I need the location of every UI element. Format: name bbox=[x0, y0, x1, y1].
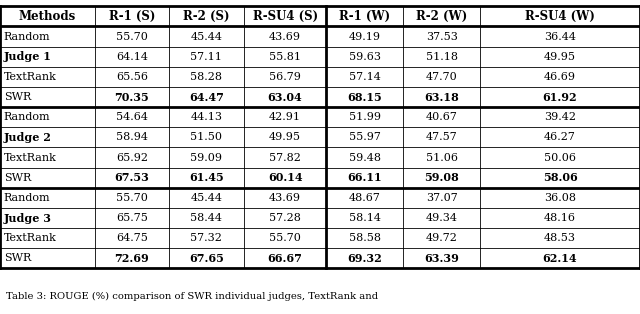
Text: 64.75: 64.75 bbox=[116, 233, 148, 243]
Text: Random: Random bbox=[4, 112, 51, 122]
Text: 67.53: 67.53 bbox=[115, 172, 149, 183]
Text: Methods: Methods bbox=[19, 10, 76, 23]
Text: 65.92: 65.92 bbox=[116, 153, 148, 163]
Text: 48.67: 48.67 bbox=[349, 193, 381, 203]
Text: 55.81: 55.81 bbox=[269, 52, 301, 62]
Text: 58.44: 58.44 bbox=[191, 213, 223, 223]
Text: 57.14: 57.14 bbox=[349, 72, 381, 82]
Text: 59.63: 59.63 bbox=[349, 52, 381, 62]
Text: 63.04: 63.04 bbox=[268, 92, 303, 103]
Text: 72.69: 72.69 bbox=[115, 253, 149, 264]
Text: 55.97: 55.97 bbox=[349, 133, 381, 142]
Text: 40.67: 40.67 bbox=[426, 112, 458, 122]
Text: R-2 (W): R-2 (W) bbox=[416, 10, 467, 23]
Text: 51.50: 51.50 bbox=[191, 133, 223, 142]
Text: 49.34: 49.34 bbox=[426, 213, 458, 223]
Text: 65.75: 65.75 bbox=[116, 213, 148, 223]
Text: TextRank: TextRank bbox=[4, 153, 57, 163]
Text: 43.69: 43.69 bbox=[269, 193, 301, 203]
Text: Random: Random bbox=[4, 193, 51, 203]
Text: 58.28: 58.28 bbox=[191, 72, 223, 82]
Text: 60.14: 60.14 bbox=[268, 172, 303, 183]
Text: 58.58: 58.58 bbox=[349, 233, 381, 243]
Text: 59.08: 59.08 bbox=[424, 172, 459, 183]
Text: 57.11: 57.11 bbox=[191, 52, 222, 62]
Text: 61.92: 61.92 bbox=[543, 92, 577, 103]
Text: 70.35: 70.35 bbox=[115, 92, 149, 103]
Text: 61.45: 61.45 bbox=[189, 172, 224, 183]
Text: 57.28: 57.28 bbox=[269, 213, 301, 223]
Text: Judge 3: Judge 3 bbox=[4, 213, 52, 224]
Text: 63.18: 63.18 bbox=[424, 92, 459, 103]
Text: 65.56: 65.56 bbox=[116, 72, 148, 82]
Text: 59.48: 59.48 bbox=[349, 153, 381, 163]
Text: 49.95: 49.95 bbox=[544, 52, 576, 62]
Text: 59.09: 59.09 bbox=[191, 153, 223, 163]
Text: 56.79: 56.79 bbox=[269, 72, 301, 82]
Text: 47.57: 47.57 bbox=[426, 133, 458, 142]
Text: 55.70: 55.70 bbox=[116, 193, 148, 203]
Text: 36.44: 36.44 bbox=[544, 31, 576, 41]
Text: 66.67: 66.67 bbox=[268, 253, 303, 264]
Text: 63.39: 63.39 bbox=[424, 253, 459, 264]
Text: 39.42: 39.42 bbox=[544, 112, 576, 122]
Text: 37.53: 37.53 bbox=[426, 31, 458, 41]
Text: 51.18: 51.18 bbox=[426, 52, 458, 62]
Text: Random: Random bbox=[4, 31, 51, 41]
Text: 45.44: 45.44 bbox=[191, 31, 223, 41]
Text: 37.07: 37.07 bbox=[426, 193, 458, 203]
Text: TextRank: TextRank bbox=[4, 72, 57, 82]
Text: 55.70: 55.70 bbox=[269, 233, 301, 243]
Text: 62.14: 62.14 bbox=[543, 253, 577, 264]
Text: 43.69: 43.69 bbox=[269, 31, 301, 41]
Text: 55.70: 55.70 bbox=[116, 31, 148, 41]
Text: 64.14: 64.14 bbox=[116, 52, 148, 62]
Text: R-1 (S): R-1 (S) bbox=[109, 10, 155, 23]
Text: Table 3: ROUGE (%) comparison of SWR individual judges, TextRank and: Table 3: ROUGE (%) comparison of SWR ind… bbox=[6, 292, 378, 301]
Text: 49.72: 49.72 bbox=[426, 233, 458, 243]
Text: 51.06: 51.06 bbox=[426, 153, 458, 163]
Text: SWR: SWR bbox=[4, 253, 31, 263]
Text: 68.15: 68.15 bbox=[348, 92, 382, 103]
Text: 67.65: 67.65 bbox=[189, 253, 224, 264]
Text: SWR: SWR bbox=[4, 92, 31, 102]
Text: 54.64: 54.64 bbox=[116, 112, 148, 122]
Text: 50.06: 50.06 bbox=[544, 153, 576, 163]
Text: 66.11: 66.11 bbox=[348, 172, 382, 183]
Text: R-SU4 (W): R-SU4 (W) bbox=[525, 10, 595, 23]
Text: 58.14: 58.14 bbox=[349, 213, 381, 223]
Text: 58.94: 58.94 bbox=[116, 133, 148, 142]
Text: R-2 (S): R-2 (S) bbox=[183, 10, 230, 23]
Text: 57.32: 57.32 bbox=[191, 233, 222, 243]
Text: 49.95: 49.95 bbox=[269, 133, 301, 142]
Text: 46.69: 46.69 bbox=[544, 72, 576, 82]
Text: 47.70: 47.70 bbox=[426, 72, 458, 82]
Text: R-SU4 (S): R-SU4 (S) bbox=[253, 10, 317, 23]
Text: 46.27: 46.27 bbox=[544, 133, 576, 142]
Text: 51.99: 51.99 bbox=[349, 112, 381, 122]
Text: 64.47: 64.47 bbox=[189, 92, 224, 103]
Text: 44.13: 44.13 bbox=[191, 112, 223, 122]
Text: TextRank: TextRank bbox=[4, 233, 57, 243]
Text: 45.44: 45.44 bbox=[191, 193, 223, 203]
Text: 69.32: 69.32 bbox=[348, 253, 382, 264]
Text: 49.19: 49.19 bbox=[349, 31, 381, 41]
Text: Judge 1: Judge 1 bbox=[4, 51, 52, 62]
Text: 36.08: 36.08 bbox=[544, 193, 576, 203]
Text: 57.82: 57.82 bbox=[269, 153, 301, 163]
Text: 48.16: 48.16 bbox=[544, 213, 576, 223]
Text: 42.91: 42.91 bbox=[269, 112, 301, 122]
Text: Judge 2: Judge 2 bbox=[4, 132, 52, 143]
Text: R-1 (W): R-1 (W) bbox=[339, 10, 390, 23]
Text: SWR: SWR bbox=[4, 173, 31, 183]
Text: 48.53: 48.53 bbox=[544, 233, 576, 243]
Text: 58.06: 58.06 bbox=[543, 172, 577, 183]
